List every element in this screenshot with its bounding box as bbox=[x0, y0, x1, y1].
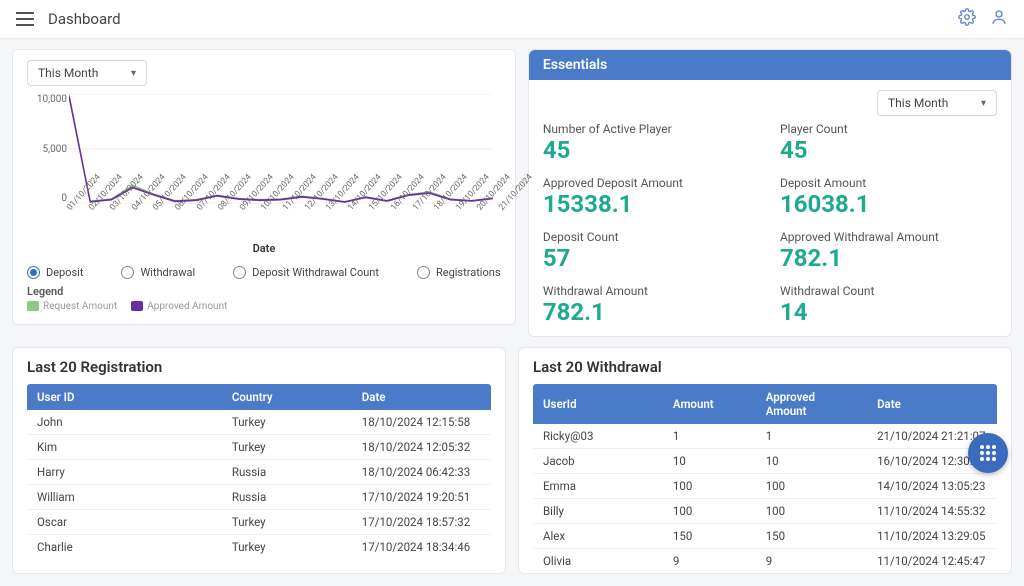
metric: Approved Withdrawal Amount782.1 bbox=[780, 230, 997, 270]
table-row[interactable]: KimTurkey18/10/2024 12:05:32 bbox=[27, 435, 491, 460]
chevron-down-icon: ▾ bbox=[981, 98, 986, 109]
table-row[interactable]: WilliamRussia17/10/2024 19:20:51 bbox=[27, 485, 491, 510]
table-row[interactable]: Emma10010014/10/2024 13:05:23 bbox=[533, 474, 997, 499]
chart-options: Deposit Withdrawal Deposit Withdrawal Co… bbox=[27, 266, 501, 279]
page-title: Dashboard bbox=[48, 10, 121, 28]
radio-deposit[interactable]: Deposit bbox=[27, 266, 83, 279]
radio-registrations[interactable]: Registrations bbox=[417, 266, 501, 279]
withdrawal-table: UserIdAmountApproved AmountDate Ricky@03… bbox=[533, 384, 997, 573]
topbar-left: Dashboard bbox=[16, 10, 121, 28]
radio-dwcount[interactable]: Deposit Withdrawal Count bbox=[233, 266, 379, 279]
chart-period-label: This Month bbox=[38, 66, 98, 80]
legend: Legend Request Amount Approved Amount bbox=[27, 285, 501, 312]
metric: Player Count45 bbox=[780, 122, 997, 162]
table-row[interactable]: Olivia9911/10/2024 12:45:47 bbox=[533, 549, 997, 574]
withdrawal-table-card: Last 20 Withdrawal UserIdAmountApproved … bbox=[518, 347, 1012, 574]
metric: Withdrawal Amount782.1 bbox=[543, 284, 760, 324]
table-row[interactable]: Jacob101016/10/2024 12:30:47 bbox=[533, 449, 997, 474]
chart-card: This Month ▾ 10,0005,0000 01/10/202402/1… bbox=[12, 49, 516, 325]
table-row[interactable]: Ricky@031121/10/2024 21:21:07 bbox=[533, 424, 997, 449]
deposit-chart: 10,0005,0000 01/10/202402/10/202403/10/2… bbox=[27, 94, 501, 244]
grid-icon bbox=[980, 445, 996, 461]
apps-fab[interactable] bbox=[968, 433, 1008, 473]
chevron-down-icon: ▾ bbox=[131, 68, 136, 79]
withdrawal-table-title: Last 20 Withdrawal bbox=[533, 358, 997, 376]
table-row[interactable]: OscarTurkey17/10/2024 18:57:32 bbox=[27, 510, 491, 535]
registration-table: User IDCountryDate JohnTurkey18/10/2024 … bbox=[27, 384, 491, 559]
metric: Number of Active Player45 bbox=[543, 122, 760, 162]
chart-period-select[interactable]: This Month ▾ bbox=[27, 60, 147, 86]
legend-approved: Approved Amount bbox=[131, 301, 227, 312]
legend-title: Legend bbox=[27, 285, 501, 298]
topbar: Dashboard bbox=[0, 0, 1024, 39]
x-axis-label: Date bbox=[253, 242, 276, 255]
essentials-period-select[interactable]: This Month ▾ bbox=[877, 90, 997, 116]
table-row[interactable]: Billy10010011/10/2024 14:55:32 bbox=[533, 499, 997, 524]
registration-table-card: Last 20 Registration User IDCountryDate … bbox=[12, 347, 506, 574]
settings-icon[interactable] bbox=[958, 8, 976, 30]
metric: Withdrawal Count14 bbox=[780, 284, 997, 324]
table-row[interactable]: JohnTurkey18/10/2024 12:15:58 bbox=[27, 410, 491, 435]
legend-request: Request Amount bbox=[27, 301, 117, 312]
menu-icon[interactable] bbox=[16, 12, 34, 26]
user-icon[interactable] bbox=[990, 8, 1008, 30]
table-row[interactable]: CharlieTurkey17/10/2024 18:34:46 bbox=[27, 535, 491, 560]
metric: Approved Deposit Amount15338.1 bbox=[543, 176, 760, 216]
metric: Deposit Count57 bbox=[543, 230, 760, 270]
topbar-right bbox=[958, 8, 1008, 30]
table-row[interactable]: Alex15015011/10/2024 13:29:05 bbox=[533, 524, 997, 549]
essentials-header: Essentials bbox=[529, 50, 1011, 80]
metric: Deposit Amount16038.1 bbox=[780, 176, 997, 216]
registration-table-title: Last 20 Registration bbox=[27, 358, 491, 376]
radio-withdrawal[interactable]: Withdrawal bbox=[121, 266, 195, 279]
table-row[interactable]: HarryRussia18/10/2024 06:42:33 bbox=[27, 460, 491, 485]
essentials-card: Essentials This Month ▾ Number of Active… bbox=[528, 49, 1012, 337]
